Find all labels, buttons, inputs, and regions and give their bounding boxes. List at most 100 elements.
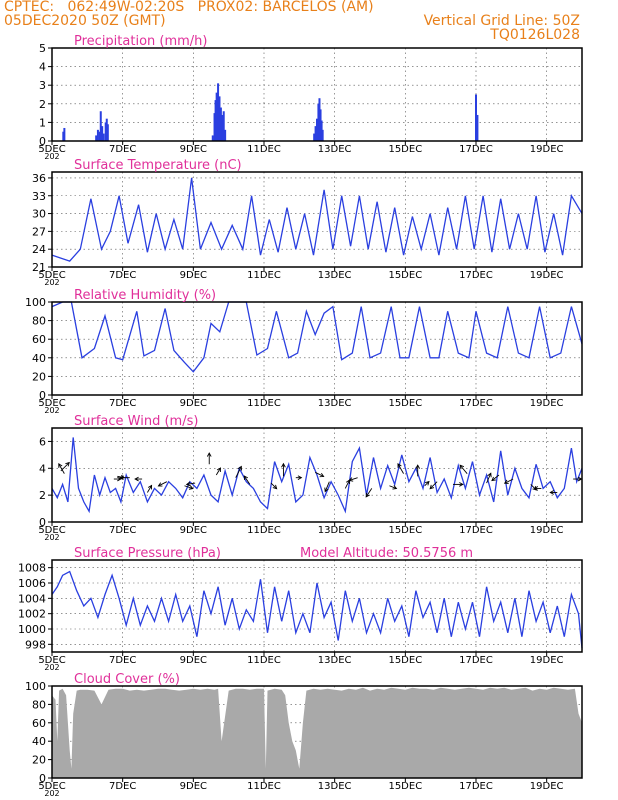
pres-ytick-label: 1006: [18, 577, 46, 590]
wind-wind-arrow: [397, 463, 404, 474]
wind-wind-arrow-head: [237, 465, 242, 471]
wind-wind-arrow-head: [397, 463, 402, 468]
wind-wind-arrow: [270, 482, 277, 489]
temp-xtick-label: 17DEC: [459, 270, 493, 281]
wind-wind-arrow-head: [459, 464, 465, 470]
rh-series-line: [51, 301, 583, 373]
precip-bar: [101, 126, 104, 141]
pres-xtick-label: 19DEC: [530, 655, 564, 666]
temp-xtick-label: 7DEC: [109, 270, 136, 281]
cloud-area: [52, 687, 582, 778]
temp-xtick-label: 11DEC: [247, 270, 281, 281]
precip-xtick-label: 15DEC: [388, 144, 422, 155]
precip-bar: [218, 96, 221, 141]
precip-xtick-label: 11DEC: [247, 144, 281, 155]
precip-bar: [316, 118, 318, 141]
pres-title: Surface Pressure (hPa): [74, 546, 221, 561]
wind-wind-arrow: [459, 464, 468, 474]
temp-title: Surface Temperature (nC): [74, 158, 242, 173]
pres-xtick-label: 17DEC: [459, 655, 493, 666]
precip-bar: [221, 114, 224, 141]
cloud-year-label: 202: [44, 789, 59, 798]
precip-ytick-label: 2: [39, 98, 46, 111]
precip-bar: [217, 83, 220, 141]
wind-wind-arrow-head: [392, 485, 398, 490]
wind-wind-arrow-head: [65, 461, 70, 467]
cloud-xtick-label: 9DEC: [180, 781, 207, 792]
precip-bar: [319, 109, 322, 141]
temp-xtick-label: 19DEC: [530, 270, 564, 281]
wind-year-label: 202: [44, 533, 59, 542]
wind-xtick-label: 11DEC: [247, 525, 281, 536]
temp-year-label: 202: [44, 278, 59, 287]
cloud-xtick-label: 7DEC: [109, 781, 136, 792]
wind-ytick-label: 0: [39, 516, 46, 529]
precip-ytick-label: 3: [39, 79, 46, 92]
cloud-ytick-label: 80: [32, 698, 46, 711]
wind-wind-arrow-head: [134, 476, 139, 482]
precip-year-label: 202: [44, 152, 59, 161]
precip-bar: [475, 94, 477, 141]
wind-xtick-label: 7DEC: [109, 525, 136, 536]
wind-wind-arrow-head: [415, 464, 421, 469]
cloud-xtick-label: 11DEC: [247, 781, 281, 792]
precip-xtick-label: 13DEC: [318, 144, 352, 155]
wind-wind-arrow-head: [147, 484, 153, 490]
cloud-ytick-label: 60: [32, 717, 46, 730]
precip-xtick-label: 5DEC: [38, 144, 65, 155]
rh-xtick-label: 17DEC: [459, 398, 493, 409]
precip-ytick-label: 5: [39, 42, 46, 55]
wind-wind-arrow: [243, 475, 251, 485]
pres-ytick-label: 998: [25, 638, 46, 651]
temp-ytick-label: 36: [32, 172, 46, 185]
precip-bar: [215, 92, 218, 141]
precip-panel: 0 1 2 3 4 5 5DEC 7DEC 9DEC 11DEC 13DEC 15DEC 17DEC 19…: [38, 34, 583, 161]
wind-wind-arrow: [389, 485, 397, 489]
wind-wind-arrow-head: [185, 481, 191, 487]
pres-ytick-label: 1002: [18, 608, 46, 621]
pres-ytick-label: 1004: [18, 592, 46, 605]
wind-wind-arrow: [184, 485, 194, 489]
rh-ytick-label: 60: [32, 333, 46, 346]
cloud-ytick-label: 0: [39, 772, 46, 785]
temp-ytick-label: 30: [32, 208, 46, 221]
wind-wind-arrow-head: [216, 467, 221, 473]
wind-ytick-label: 4: [39, 462, 46, 475]
temp-ytick-label: 27: [32, 225, 46, 238]
wind-wind-arrow-head: [118, 475, 124, 480]
rh-frame: [51, 301, 583, 396]
precip-bar: [321, 129, 324, 141]
wind-xtick-label: 5DEC: [38, 525, 65, 536]
wind-wind-arrow-head: [188, 485, 194, 490]
precip-bar: [105, 118, 108, 141]
precip-bar: [318, 98, 321, 141]
wind-wind-arrow-head: [425, 480, 430, 486]
wind-ytick-label: 2: [39, 489, 46, 502]
wind-title: Surface Wind (m/s): [74, 414, 198, 429]
wind-xtick-label: 9DEC: [180, 525, 207, 536]
cloud-ytick-label: 40: [32, 735, 46, 748]
wind-ytick-label: 6: [39, 435, 46, 448]
precip-bar: [213, 113, 216, 141]
wind-wind-arrow: [344, 479, 350, 489]
wind-wind-arrow: [315, 471, 324, 477]
wind-wind-arrow-head: [58, 463, 63, 468]
temp-frame: [51, 171, 583, 268]
wind-wind-arrow: [491, 474, 500, 481]
wind-wind-arrow-head: [533, 486, 539, 491]
rh-xtick-label: 15DEC: [388, 398, 422, 409]
rh-ytick-label: 0: [39, 389, 46, 402]
wind-wind-arrow: [429, 481, 438, 490]
wind-wind-arrow-head: [365, 492, 370, 498]
pres-subtitle: Model Altitude: 50.5756 m: [300, 546, 473, 561]
rh-year-label: 202: [44, 406, 59, 415]
pres-frame: [51, 559, 583, 653]
pres-xtick-label: 5DEC: [38, 655, 65, 666]
pres-xtick-label: 7DEC: [109, 655, 136, 666]
wind-series-line: [51, 437, 583, 514]
precip-bar: [106, 124, 109, 141]
wind-wind-arrow-head: [549, 490, 554, 495]
rh-ytick-label: 100: [25, 296, 46, 309]
cloud-title: Cloud Cover (%): [74, 672, 180, 687]
wind-wind-arrow: [349, 477, 358, 481]
